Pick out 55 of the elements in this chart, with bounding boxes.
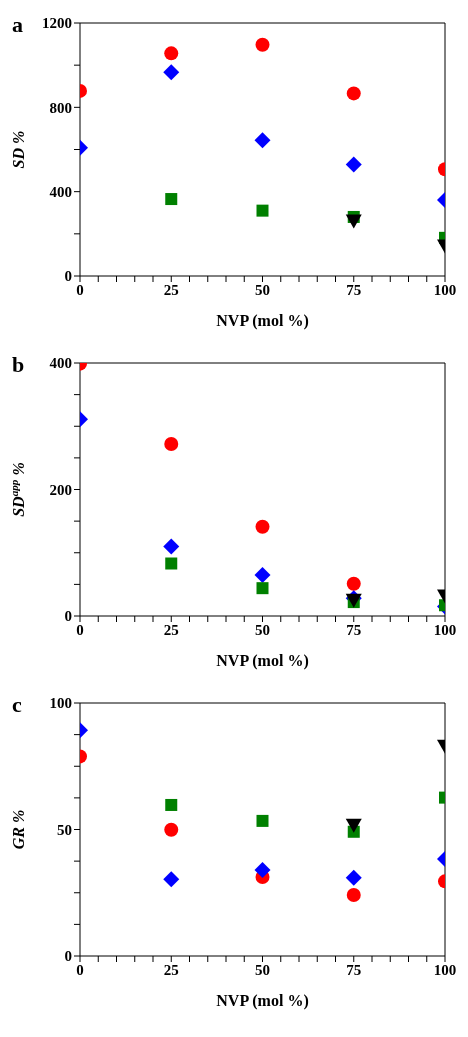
x-tick-label: 0 bbox=[76, 961, 84, 978]
x-tick-label: 25 bbox=[163, 621, 179, 638]
point bbox=[346, 576, 361, 591]
x-tick-label: 50 bbox=[255, 961, 270, 978]
point bbox=[255, 37, 270, 52]
point bbox=[254, 132, 271, 149]
point bbox=[164, 436, 179, 451]
x-tick-label: 75 bbox=[346, 961, 362, 978]
x-tick-label: 25 bbox=[163, 961, 179, 978]
x-tick-label: 0 bbox=[76, 281, 84, 298]
y-axis-title: SD % bbox=[10, 130, 27, 169]
chart-title: a bbox=[12, 12, 23, 38]
x-tick-label: 25 bbox=[163, 281, 179, 298]
x-tick-label: 100 bbox=[433, 621, 457, 638]
point bbox=[165, 557, 178, 570]
point bbox=[254, 861, 271, 878]
chart-title: b bbox=[12, 352, 25, 378]
y-tick-label: 400 bbox=[49, 183, 72, 200]
point bbox=[165, 193, 178, 206]
point bbox=[256, 814, 269, 827]
point bbox=[256, 582, 269, 595]
x-axis-title: NVP (mol %) bbox=[216, 312, 309, 330]
y-tick-label: 200 bbox=[49, 481, 72, 498]
point bbox=[345, 156, 362, 173]
point bbox=[256, 204, 269, 217]
point bbox=[254, 566, 271, 583]
y-tick-label: 400 bbox=[49, 355, 72, 372]
point bbox=[163, 871, 180, 888]
y-axis-title: GR % bbox=[10, 809, 27, 850]
x-axis-title: NVP (mol %) bbox=[216, 652, 309, 670]
y-tick-label: 50 bbox=[57, 821, 72, 838]
x-tick-label: 50 bbox=[255, 281, 270, 298]
x-tick-label: 50 bbox=[255, 621, 270, 638]
point bbox=[164, 46, 179, 61]
point bbox=[165, 798, 178, 811]
point bbox=[164, 822, 179, 837]
x-tick-label: 0 bbox=[76, 621, 84, 638]
x-tick-label: 100 bbox=[433, 961, 457, 978]
x-tick-label: 100 bbox=[433, 281, 457, 298]
point bbox=[163, 538, 180, 555]
point bbox=[345, 869, 362, 886]
y-tick-label: 0 bbox=[64, 268, 72, 285]
point bbox=[163, 64, 180, 81]
y-tick-label: 0 bbox=[64, 948, 72, 965]
y-tick-label: 800 bbox=[49, 99, 72, 116]
x-axis-title: NVP (mol %) bbox=[216, 992, 309, 1010]
chart-title: c bbox=[12, 692, 22, 718]
point bbox=[346, 86, 361, 101]
y-tick-label: 1200 bbox=[42, 15, 72, 32]
x-tick-label: 75 bbox=[346, 281, 362, 298]
point bbox=[346, 888, 361, 903]
x-tick-label: 75 bbox=[346, 621, 362, 638]
y-tick-label: 0 bbox=[64, 608, 72, 625]
y-tick-label: 100 bbox=[49, 695, 72, 712]
point bbox=[255, 519, 270, 534]
